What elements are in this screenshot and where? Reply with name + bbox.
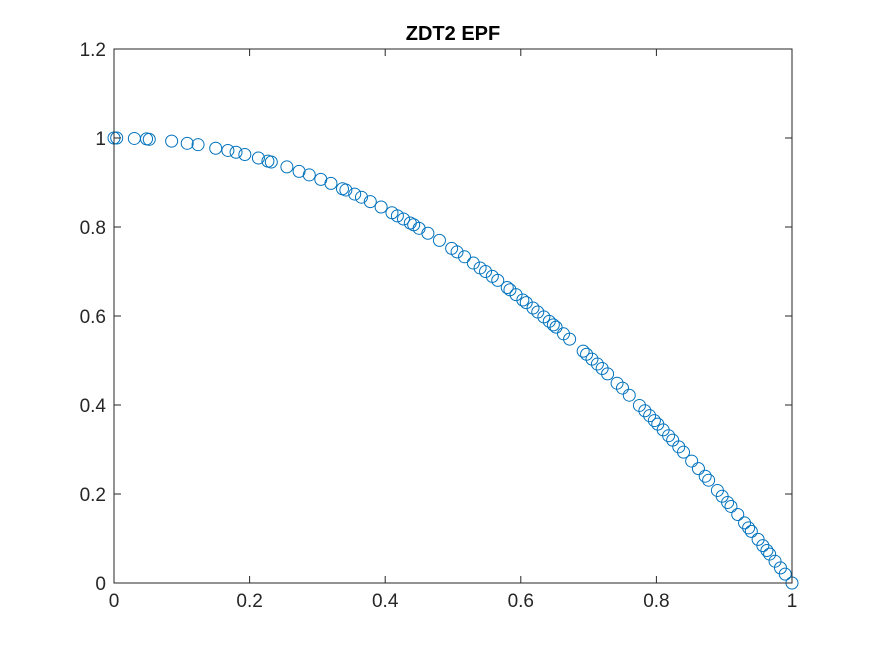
data-point	[616, 381, 629, 395]
plot-area	[114, 49, 792, 583]
data-point	[601, 367, 615, 381]
data-point	[432, 233, 446, 247]
data-point	[519, 296, 533, 310]
data-point	[458, 250, 472, 264]
y-tick-label: 1	[95, 129, 106, 150]
y-tick-label: 0.2	[80, 485, 106, 506]
data-point	[677, 445, 691, 459]
data-point	[546, 318, 560, 332]
data-point	[251, 151, 265, 165]
data-point	[516, 293, 530, 307]
data-point	[264, 155, 278, 169]
data-point	[563, 332, 577, 346]
data-point	[632, 398, 646, 412]
x-tick-label: 0.2	[236, 591, 262, 612]
data-point	[691, 462, 705, 476]
data-point	[760, 544, 774, 558]
data-point	[280, 160, 294, 174]
y-tick-label: 0.4	[80, 396, 107, 417]
data-point	[292, 164, 306, 178]
data-point	[778, 567, 792, 581]
data-point	[466, 256, 480, 270]
data-point	[421, 226, 435, 240]
data-point	[229, 145, 243, 159]
data-point	[110, 131, 124, 145]
data-point	[180, 136, 194, 150]
x-tick-label: 0	[109, 591, 120, 612]
data-point	[672, 440, 686, 454]
y-tick-label: 0	[95, 574, 106, 595]
data-point	[526, 301, 540, 315]
data-point	[662, 429, 676, 443]
data-point	[209, 141, 223, 155]
x-tick-label: 1	[787, 591, 798, 612]
data-point	[221, 143, 235, 157]
data-point	[324, 176, 338, 190]
data-point	[738, 516, 752, 530]
data-point	[638, 404, 652, 418]
data-point	[191, 138, 205, 152]
x-tick-label: 0.8	[643, 591, 669, 612]
chart-title: ZDT2 EPF	[406, 23, 500, 45]
data-point	[374, 200, 388, 214]
data-point	[491, 273, 505, 287]
data-point	[590, 357, 604, 371]
data-point	[698, 469, 712, 483]
data-point	[363, 195, 377, 209]
data-point	[756, 539, 770, 553]
data-point	[685, 454, 699, 468]
y-tick-label: 0.8	[80, 218, 106, 239]
points-layer	[107, 131, 799, 590]
data-point	[509, 288, 523, 302]
x-tick-label: 0.4	[372, 591, 399, 612]
data-point	[721, 495, 735, 509]
data-point	[348, 187, 362, 201]
data-point	[595, 362, 609, 376]
data-point	[576, 344, 590, 358]
data-point	[768, 554, 782, 568]
data-point	[744, 524, 758, 538]
data-point	[302, 168, 316, 182]
data-point	[647, 414, 661, 428]
data-point	[549, 320, 563, 334]
ticks-layer: 0 0.2 0.4 0.6 0.8 1 0 0.2 0.4 0.6 0.8 1 1.2	[80, 40, 798, 612]
data-point	[724, 499, 738, 513]
data-point	[742, 521, 756, 535]
data-point	[354, 190, 368, 204]
data-point	[390, 209, 404, 223]
data-point	[165, 134, 179, 148]
data-point	[500, 281, 514, 295]
y-tick-label: 0.6	[80, 307, 106, 328]
data-point	[622, 388, 636, 402]
y-tick-label: 1.2	[80, 40, 106, 61]
data-point	[238, 147, 252, 161]
data-point	[643, 409, 657, 423]
data-point	[479, 265, 493, 278]
x-tick-label: 0.6	[508, 591, 534, 612]
data-point	[731, 507, 745, 521]
data-point	[397, 212, 411, 226]
data-point	[702, 473, 716, 487]
data-point	[450, 245, 464, 259]
data-point	[339, 183, 353, 197]
data-point	[142, 132, 156, 146]
